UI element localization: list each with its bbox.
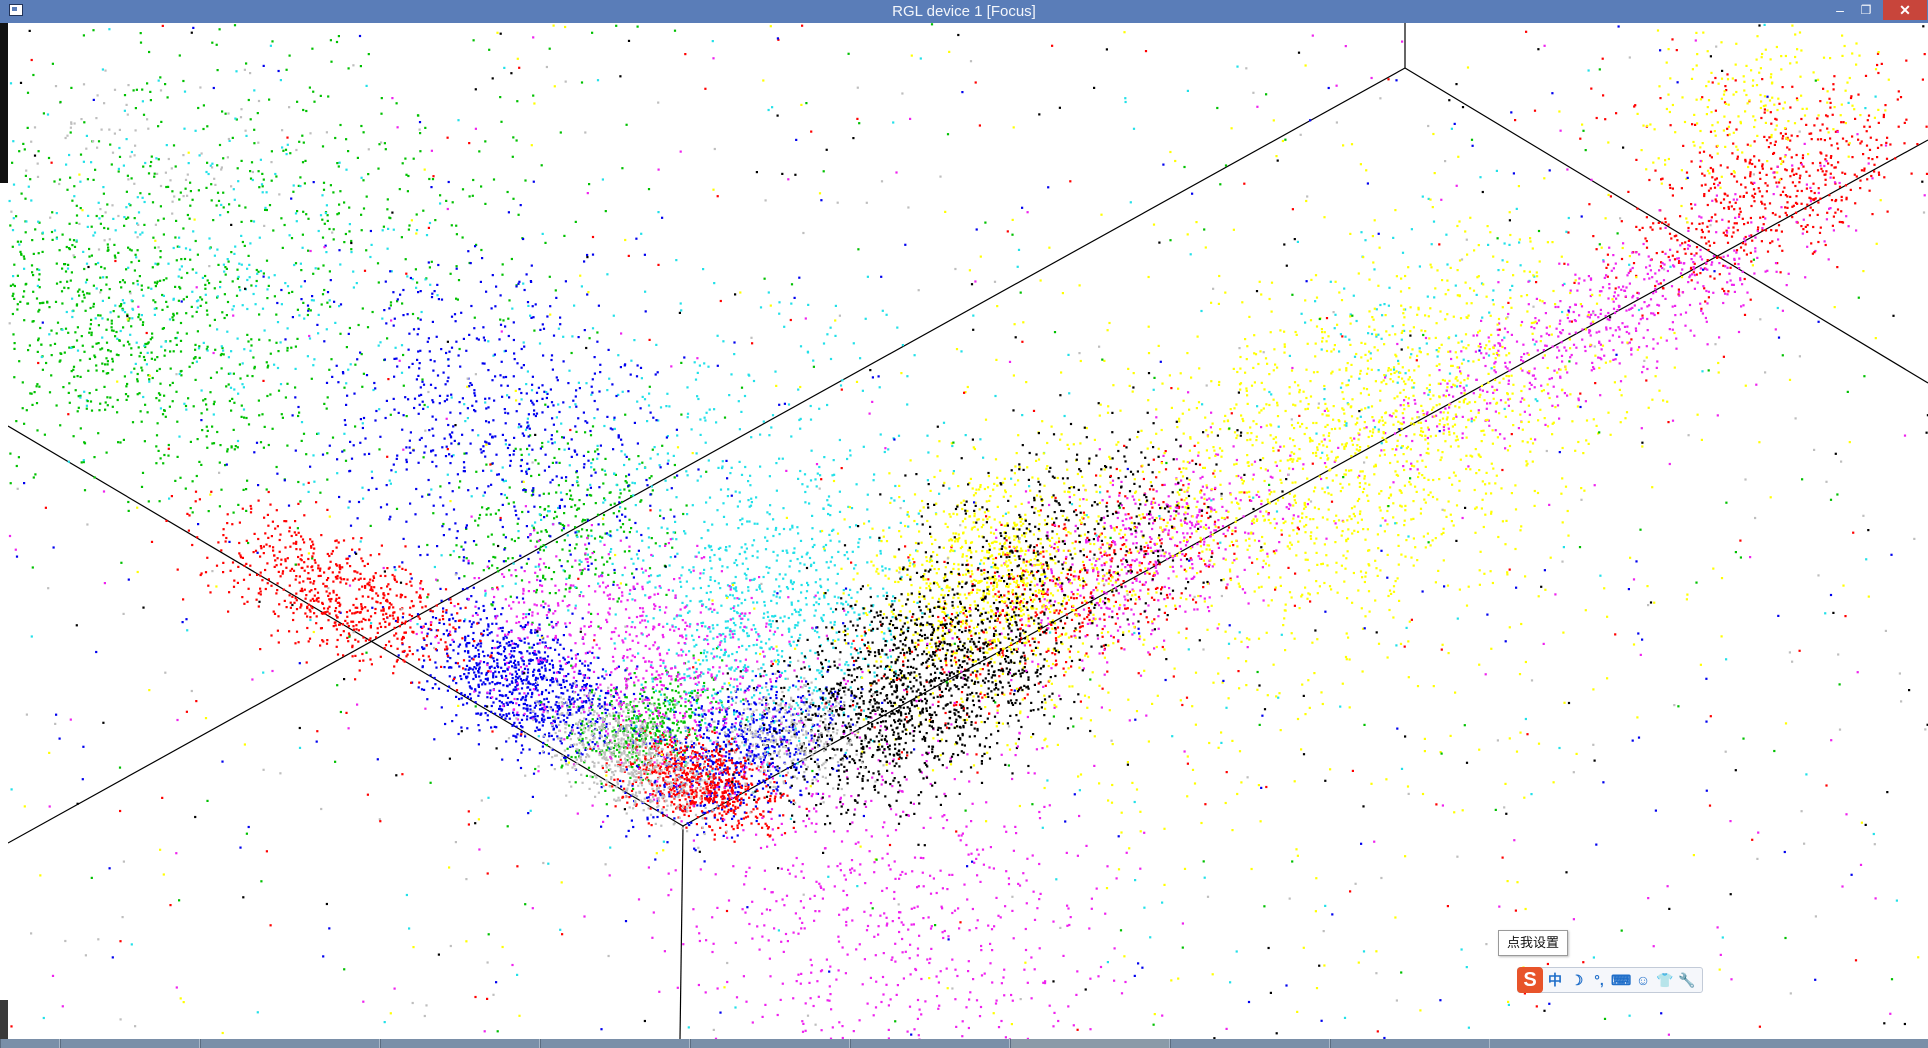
sogou-logo-icon[interactable]: S xyxy=(1517,967,1543,993)
moon-icon[interactable]: ☽ xyxy=(1570,972,1584,988)
minimize-button[interactable]: – xyxy=(1836,2,1844,18)
box-edge xyxy=(682,139,1928,827)
ime-tooltip: 点我设置 xyxy=(1498,930,1569,956)
title-bar: RGL device 1 [Focus] – ❐ ✕ xyxy=(0,0,1928,23)
taskbar-button[interactable] xyxy=(690,1039,850,1048)
window-title: RGL device 1 [Focus] xyxy=(892,3,1036,20)
keyboard-icon[interactable]: ⌨ xyxy=(1611,972,1632,988)
taskbar-button[interactable] xyxy=(60,1039,200,1048)
taskbar-button[interactable] xyxy=(380,1039,540,1048)
taskbar-button[interactable] xyxy=(1010,1039,1170,1048)
app-icon[interactable] xyxy=(9,4,23,16)
box-edge xyxy=(8,425,684,827)
box-edge xyxy=(1404,67,1928,384)
taskbar-button[interactable] xyxy=(0,1039,60,1048)
taskbar xyxy=(0,1039,1928,1048)
point-cloud xyxy=(8,23,1928,1039)
box-edge xyxy=(8,67,1406,844)
restore-button[interactable]: ❐ xyxy=(1860,3,1872,17)
background-window-edge-bottom xyxy=(0,1000,8,1040)
close-button[interactable]: ✕ xyxy=(1883,0,1927,20)
ime-toolbar[interactable]: S 中 ☽ °, ⌨ ☺ 👕 🔧 xyxy=(1517,967,1703,993)
settings-wrench-icon[interactable]: 🔧 xyxy=(1678,972,1696,988)
chinese-mode-icon[interactable]: 中 xyxy=(1548,972,1562,988)
background-window-edge xyxy=(0,23,8,183)
rgl-3d-viewport[interactable] xyxy=(8,23,1928,1039)
user-icon[interactable]: ☺ xyxy=(1635,972,1651,988)
taskbar-button[interactable] xyxy=(1170,1039,1330,1048)
taskbar-button[interactable] xyxy=(200,1039,380,1048)
taskbar-button[interactable] xyxy=(1330,1039,1490,1048)
bounding-box xyxy=(8,23,1928,1039)
skin-icon[interactable]: 👕 xyxy=(1656,972,1674,988)
taskbar-button[interactable] xyxy=(540,1039,690,1048)
box-edge xyxy=(679,825,684,1039)
punctuation-icon[interactable]: °, xyxy=(1594,972,1604,988)
taskbar-button[interactable] xyxy=(850,1039,1010,1048)
